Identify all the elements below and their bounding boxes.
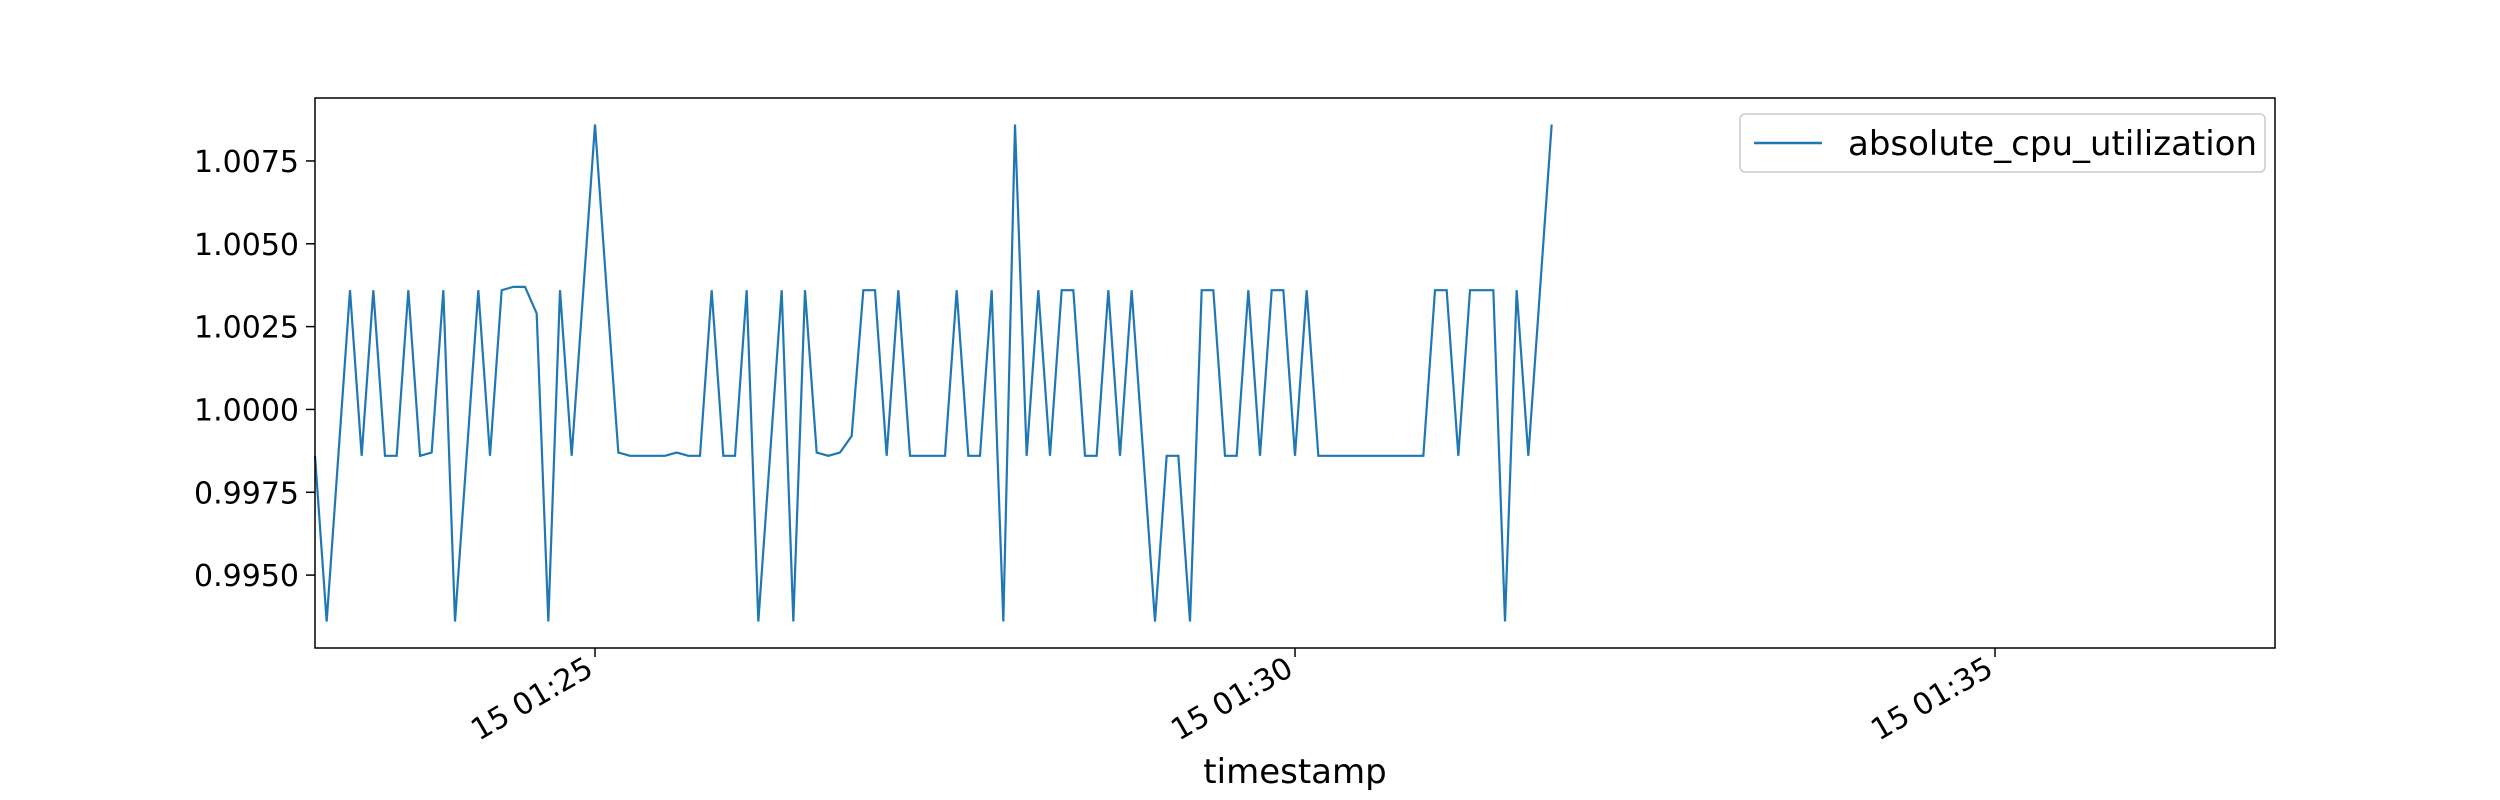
y-tick-label: 1.0000 bbox=[194, 393, 299, 428]
y-tick-label: 1.0075 bbox=[194, 145, 299, 180]
series-line bbox=[313, 124, 1553, 622]
plot-area-frame bbox=[314, 97, 2276, 649]
legend-label: absolute_cpu_utilization bbox=[1848, 124, 2257, 164]
y-tick-label: 1.0025 bbox=[194, 311, 299, 346]
y-axis: 0.9950 0.9975 1.0000 1.0025 1.0050 1.0075 bbox=[194, 145, 315, 594]
plot-series bbox=[313, 124, 1553, 622]
x-axis-title: timestamp bbox=[1203, 752, 1386, 792]
y-tick-label: 1.0050 bbox=[194, 228, 299, 263]
y-tick-label: 0.9950 bbox=[194, 559, 299, 594]
y-tick-label: 0.9975 bbox=[194, 476, 299, 511]
legend: absolute_cpu_utilization bbox=[1739, 113, 2266, 173]
legend-box bbox=[1739, 113, 2266, 173]
